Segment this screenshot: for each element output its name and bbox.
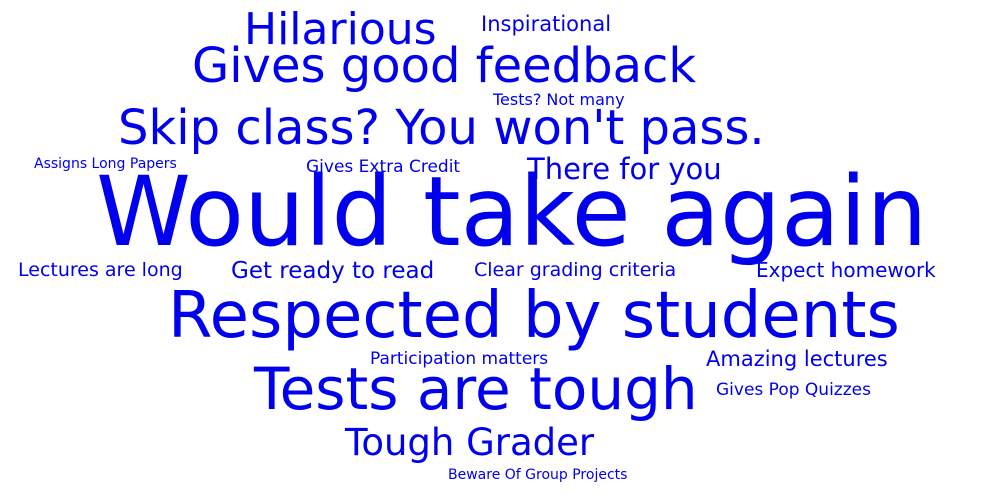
tag-respected-by-students: Respected by students	[168, 279, 900, 353]
tag-tests-are-tough: Tests are tough	[254, 355, 698, 423]
tag-skip-class-you-wont-pass: Skip class? You won't pass.	[118, 100, 765, 156]
tag-assigns-long-papers: Assigns Long Papers	[34, 156, 177, 172]
tag-expect-homework: Expect homework	[756, 258, 936, 282]
tag-gives-good-feedback: Gives good feedback	[192, 38, 697, 94]
tag-tough-grader: Tough Grader	[345, 421, 595, 464]
tag-tests-not-many: Tests? Not many	[493, 90, 625, 109]
tag-beware-of-group-projects: Beware Of Group Projects	[448, 467, 628, 483]
tag-would-take-again: Would take again	[96, 156, 928, 268]
tag-gives-extra-credit: Gives Extra Credit	[306, 157, 461, 177]
tag-amazing-lectures: Amazing lectures	[706, 347, 888, 371]
tag-clear-grading-criteria: Clear grading criteria	[474, 259, 677, 281]
tag-hilarious: Hilarious	[244, 4, 437, 55]
tag-get-ready-to-read: Get ready to read	[231, 258, 435, 284]
tag-there-for-you: There for you	[527, 152, 722, 186]
tag-participation-matters: Participation matters	[370, 349, 549, 369]
tag-inspirational: Inspirational	[481, 12, 612, 36]
tag-lectures-are-long: Lectures are long	[18, 259, 183, 281]
tag-gives-pop-quizzes: Gives Pop Quizzes	[716, 380, 871, 400]
